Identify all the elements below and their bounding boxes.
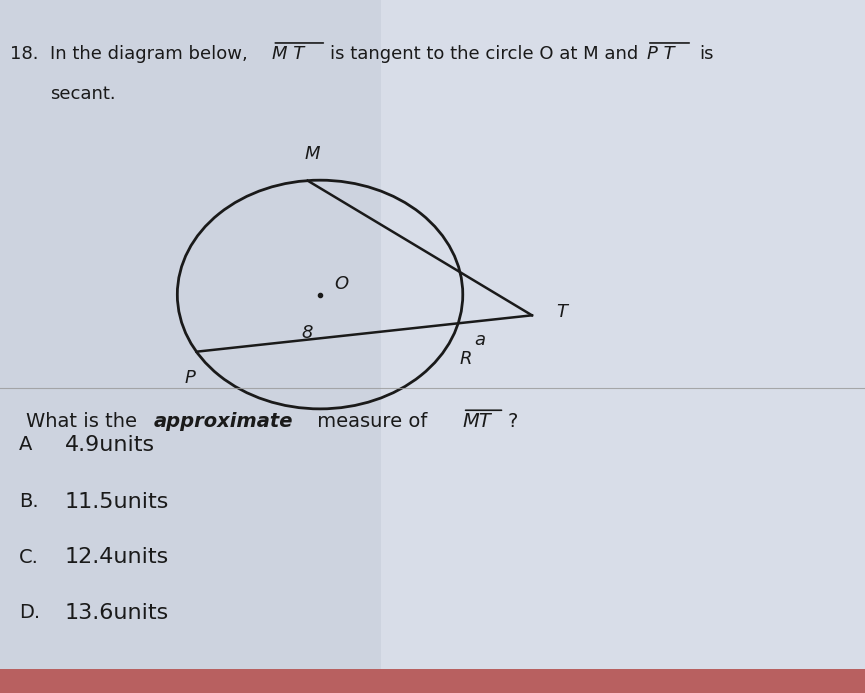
- Text: M T: M T: [272, 45, 304, 63]
- Text: 18.: 18.: [10, 45, 39, 63]
- FancyBboxPatch shape: [381, 0, 865, 693]
- Text: What is the: What is the: [26, 412, 144, 431]
- Text: 13.6units: 13.6units: [65, 603, 170, 622]
- Text: M: M: [304, 146, 320, 164]
- Text: T: T: [556, 303, 567, 321]
- Text: secant.: secant.: [50, 85, 116, 103]
- Text: approximate: approximate: [154, 412, 293, 431]
- Text: O: O: [335, 275, 349, 293]
- Text: B.: B.: [19, 492, 39, 511]
- Text: In the diagram below,: In the diagram below,: [50, 45, 248, 63]
- Text: ?: ?: [508, 412, 518, 431]
- Text: P: P: [184, 369, 195, 387]
- Text: 4.9units: 4.9units: [65, 435, 155, 455]
- Text: 12.4units: 12.4units: [65, 547, 170, 567]
- Text: is: is: [699, 45, 714, 63]
- Text: A: A: [19, 435, 32, 455]
- Text: P T: P T: [647, 45, 675, 63]
- FancyBboxPatch shape: [0, 669, 865, 693]
- Text: 8: 8: [301, 324, 313, 342]
- Text: a: a: [475, 331, 485, 349]
- Text: 11.5units: 11.5units: [65, 492, 170, 511]
- Text: MT: MT: [463, 412, 491, 431]
- Text: measure of: measure of: [311, 412, 434, 431]
- Text: is tangent to the circle O at M and: is tangent to the circle O at M and: [330, 45, 638, 63]
- Text: R: R: [460, 350, 472, 368]
- Text: D.: D.: [19, 603, 40, 622]
- Text: C.: C.: [19, 547, 39, 567]
